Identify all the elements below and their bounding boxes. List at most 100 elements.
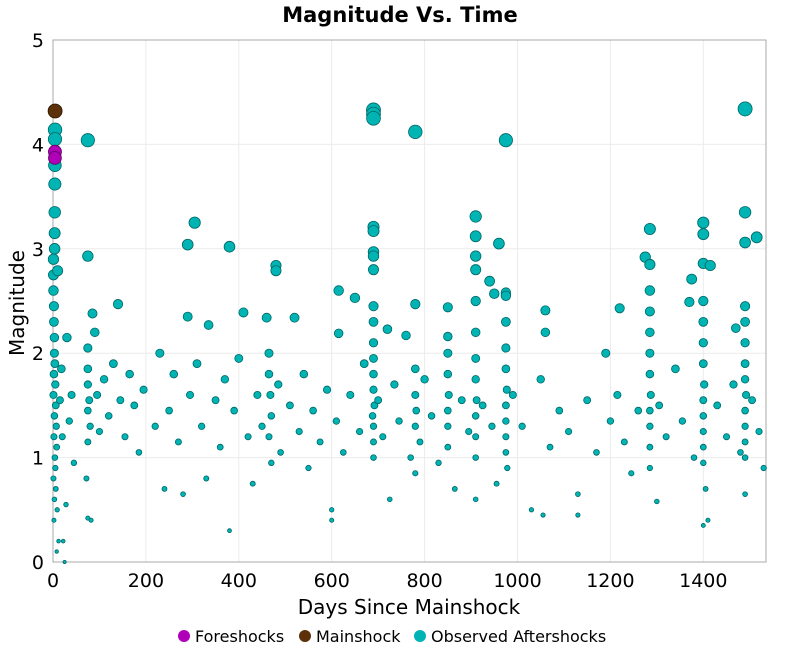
observed-aftershocks-point bbox=[52, 464, 59, 472]
observed-aftershocks-point bbox=[56, 396, 64, 405]
observed-aftershocks-point bbox=[690, 454, 698, 461]
observed-aftershocks-point bbox=[470, 295, 481, 307]
observed-aftershocks-point bbox=[741, 406, 749, 415]
observed-aftershocks-point bbox=[501, 343, 511, 353]
observed-aftershocks-point bbox=[742, 390, 751, 399]
x-tick-label: 200 bbox=[128, 570, 164, 592]
observed-aftershocks-point bbox=[261, 312, 272, 323]
observed-aftershocks-point bbox=[723, 433, 731, 441]
x-tick-label: 1200 bbox=[586, 570, 634, 592]
observed-aftershocks-point bbox=[644, 306, 655, 317]
observed-aftershocks-point bbox=[211, 396, 220, 405]
observed-aftershocks-point bbox=[379, 433, 387, 441]
observed-aftershocks-point bbox=[442, 302, 453, 313]
observed-aftershocks-point bbox=[540, 512, 546, 518]
observed-aftershocks-point bbox=[412, 406, 421, 415]
observed-aftershocks-point bbox=[606, 417, 615, 425]
legend-marker-foreshocks bbox=[178, 630, 190, 642]
observed-aftershocks-point bbox=[740, 301, 751, 312]
observed-aftershocks-point bbox=[62, 332, 72, 343]
observed-aftershocks-point bbox=[93, 390, 102, 399]
observed-aftershocks-point bbox=[48, 243, 61, 255]
observed-aftershocks-point bbox=[646, 443, 654, 451]
observed-aftershocks-point bbox=[443, 348, 453, 358]
observed-aftershocks-point bbox=[369, 385, 378, 394]
observed-aftershocks-point bbox=[95, 427, 104, 436]
observed-aftershocks-point bbox=[645, 369, 655, 379]
observed-aftershocks-point bbox=[540, 327, 551, 338]
observed-aftershocks-point bbox=[165, 406, 173, 415]
observed-aftershocks-point bbox=[83, 475, 90, 482]
observed-aftershocks-point bbox=[253, 390, 262, 399]
observed-aftershocks-point bbox=[349, 292, 361, 304]
observed-aftershocks-point bbox=[67, 390, 76, 399]
y-tick-label: 5 bbox=[32, 30, 44, 52]
observed-aftershocks-point bbox=[84, 438, 92, 446]
legend-label-aftershocks: Observed Aftershocks bbox=[431, 627, 606, 646]
observed-aftershocks-point bbox=[51, 517, 57, 523]
observed-aftershocks-point bbox=[80, 133, 95, 148]
observed-aftershocks-point bbox=[502, 401, 510, 410]
observed-aftershocks-point bbox=[699, 443, 707, 451]
observed-aftershocks-point bbox=[698, 338, 708, 348]
observed-aftershocks-point bbox=[369, 369, 378, 379]
observed-aftershocks-point bbox=[274, 380, 283, 389]
observed-aftershocks-point bbox=[508, 390, 517, 399]
observed-aftershocks-point bbox=[51, 380, 60, 389]
observed-aftershocks-point bbox=[116, 396, 125, 405]
observed-aftershocks-point bbox=[427, 412, 436, 420]
observed-aftershocks-point bbox=[407, 454, 414, 461]
observed-aftershocks-point bbox=[646, 464, 654, 472]
observed-aftershocks-point bbox=[112, 299, 124, 310]
observed-aftershocks-point bbox=[368, 338, 379, 348]
observed-aftershocks-point bbox=[472, 454, 479, 461]
observed-aftershocks-point bbox=[238, 307, 249, 318]
observed-aftershocks-point bbox=[678, 417, 687, 425]
observed-aftershocks-point bbox=[504, 464, 511, 472]
observed-aftershocks-point bbox=[188, 216, 201, 229]
observed-aftershocks-point bbox=[161, 486, 168, 492]
plot-frame bbox=[52, 39, 767, 563]
observed-aftershocks-point bbox=[155, 348, 165, 358]
x-axis-label: Days Since Mainshock bbox=[298, 595, 521, 619]
observed-aftershocks-point bbox=[502, 433, 510, 441]
observed-aftershocks-point bbox=[493, 480, 500, 487]
observed-aftershocks-point bbox=[601, 348, 611, 358]
x-tick-labels: 0 200 400 600 800 1000 1200 1400 bbox=[47, 570, 728, 592]
observed-aftershocks-point bbox=[410, 299, 421, 310]
observed-aftershocks-point bbox=[266, 390, 275, 399]
legend-marker-mainshock bbox=[299, 630, 311, 642]
y-tick-labels: 0 1 2 3 4 5 bbox=[32, 30, 44, 574]
chart-title: Magnitude Vs. Time bbox=[282, 3, 518, 27]
observed-aftershocks-point bbox=[227, 528, 232, 534]
observed-aftershocks-point bbox=[484, 275, 495, 287]
observed-aftershocks-point bbox=[401, 330, 411, 341]
observed-aftershocks-point bbox=[50, 412, 59, 420]
observed-aftershocks-point bbox=[121, 433, 129, 441]
points-layer bbox=[47, 101, 767, 565]
observed-aftershocks-point bbox=[469, 210, 482, 223]
observed-aftershocks-point bbox=[465, 427, 473, 436]
observed-aftershocks-point bbox=[104, 412, 113, 420]
observed-aftershocks-point bbox=[737, 449, 744, 456]
observed-aftershocks-point bbox=[58, 433, 66, 441]
observed-aftershocks-point bbox=[264, 369, 274, 379]
observed-aftershocks-point bbox=[750, 231, 763, 244]
observed-aftershocks-point bbox=[366, 110, 381, 126]
observed-aftershocks-point bbox=[329, 507, 335, 513]
observed-aftershocks-point bbox=[86, 422, 94, 430]
observed-aftershocks-point bbox=[47, 253, 60, 265]
observed-aftershocks-point bbox=[50, 433, 58, 441]
observed-aftershocks-point bbox=[699, 412, 708, 420]
observed-aftershocks-point bbox=[48, 206, 61, 219]
observed-aftershocks-point bbox=[192, 359, 202, 369]
observed-aftershocks-point bbox=[702, 486, 709, 492]
observed-aftershocks-point bbox=[299, 369, 309, 379]
observed-aftershocks-point bbox=[333, 328, 344, 339]
observed-aftershocks-point bbox=[738, 206, 752, 219]
observed-aftershocks-point bbox=[47, 132, 63, 147]
x-tick-label: 1400 bbox=[679, 570, 727, 592]
observed-aftershocks-point bbox=[84, 406, 92, 415]
observed-aftershocks-point bbox=[700, 380, 709, 389]
observed-aftershocks-point bbox=[50, 359, 60, 369]
